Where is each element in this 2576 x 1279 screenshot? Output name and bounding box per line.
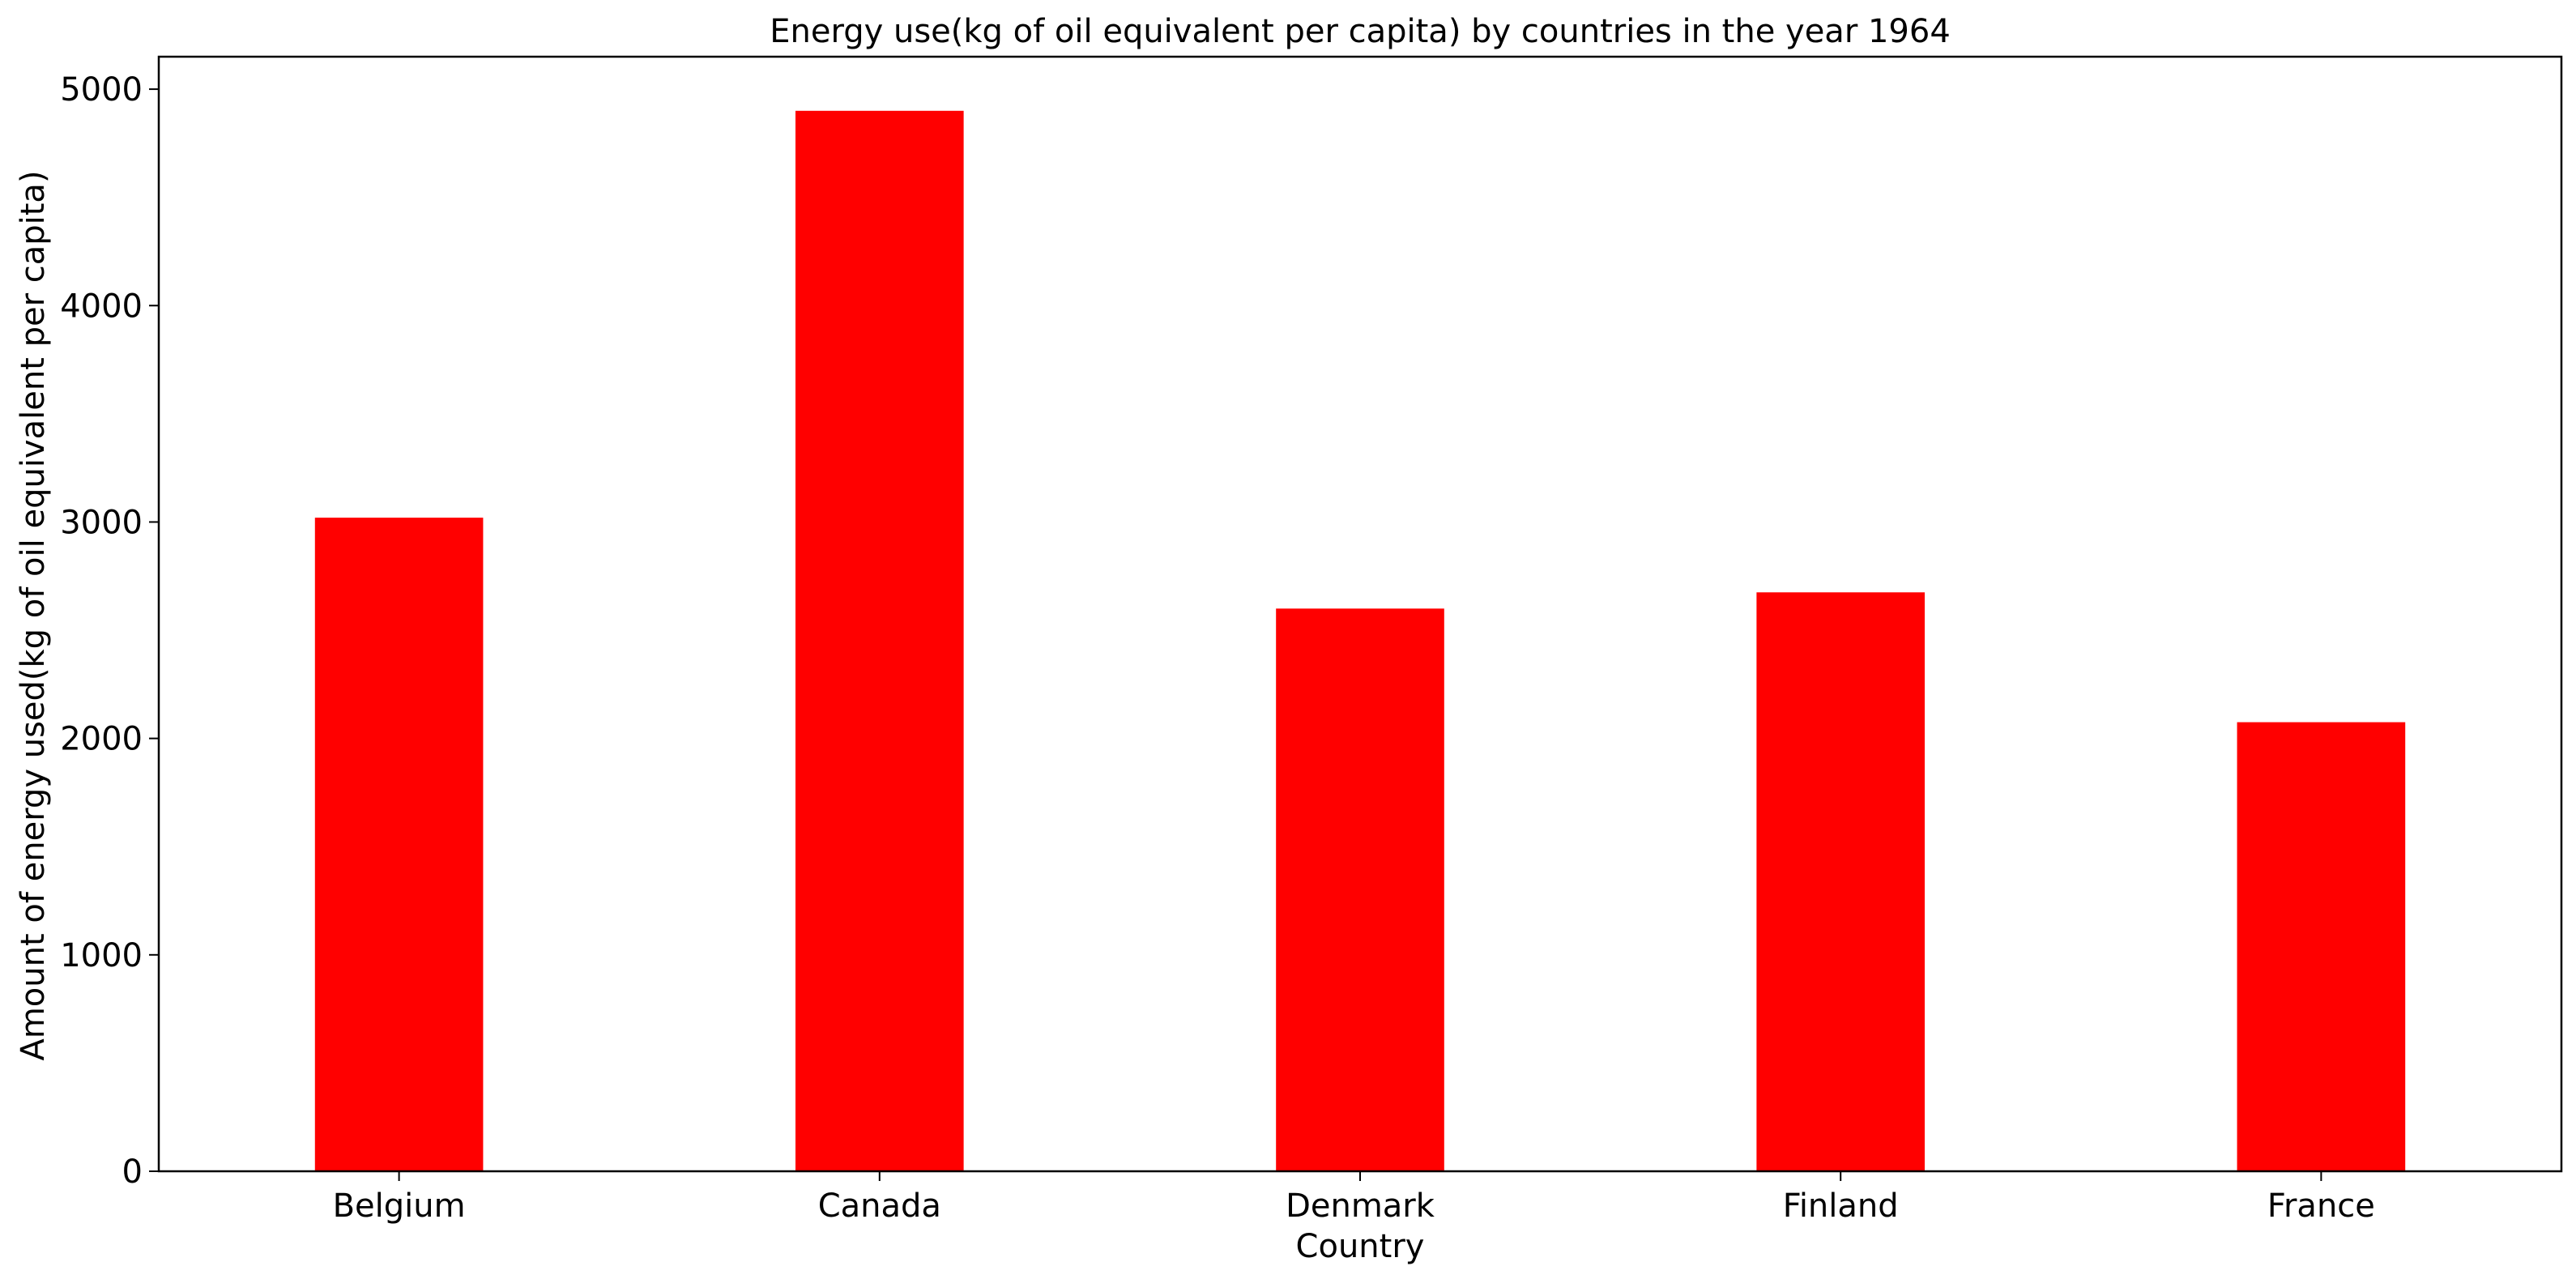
y-tick-label: 4000 <box>60 288 143 325</box>
bar-canada <box>795 110 964 1171</box>
x-tick-label: Finland <box>1783 1187 1899 1225</box>
x-tick-label: France <box>2267 1187 2375 1225</box>
plot-area: Belgium Canada Denmark Finland France 0 1000 20… <box>60 55 2563 1225</box>
y-axis-title: Amount of energy used(kg of oil equivale… <box>15 170 52 1060</box>
bar-denmark <box>1276 608 1444 1171</box>
y-tick-label: 2000 <box>60 721 143 758</box>
y-tick-label: 1000 <box>60 937 143 974</box>
x-tick-label: Canada <box>818 1187 941 1225</box>
bar-belgium <box>314 518 484 1171</box>
chart-title: Energy use(kg of oil equivalent per capi… <box>770 13 1951 50</box>
y-tick-label: 3000 <box>60 504 143 541</box>
x-axis-title: Country <box>1296 1228 1425 1265</box>
axes-frame <box>157 55 2563 1173</box>
bar-finland <box>1756 592 1926 1171</box>
y-tick-label: 5000 <box>60 71 143 109</box>
bar-france <box>2237 722 2406 1171</box>
x-tick-label: Denmark <box>1286 1187 1435 1225</box>
y-tick-label: 0 <box>122 1153 143 1191</box>
x-tick-label: Belgium <box>333 1187 466 1225</box>
